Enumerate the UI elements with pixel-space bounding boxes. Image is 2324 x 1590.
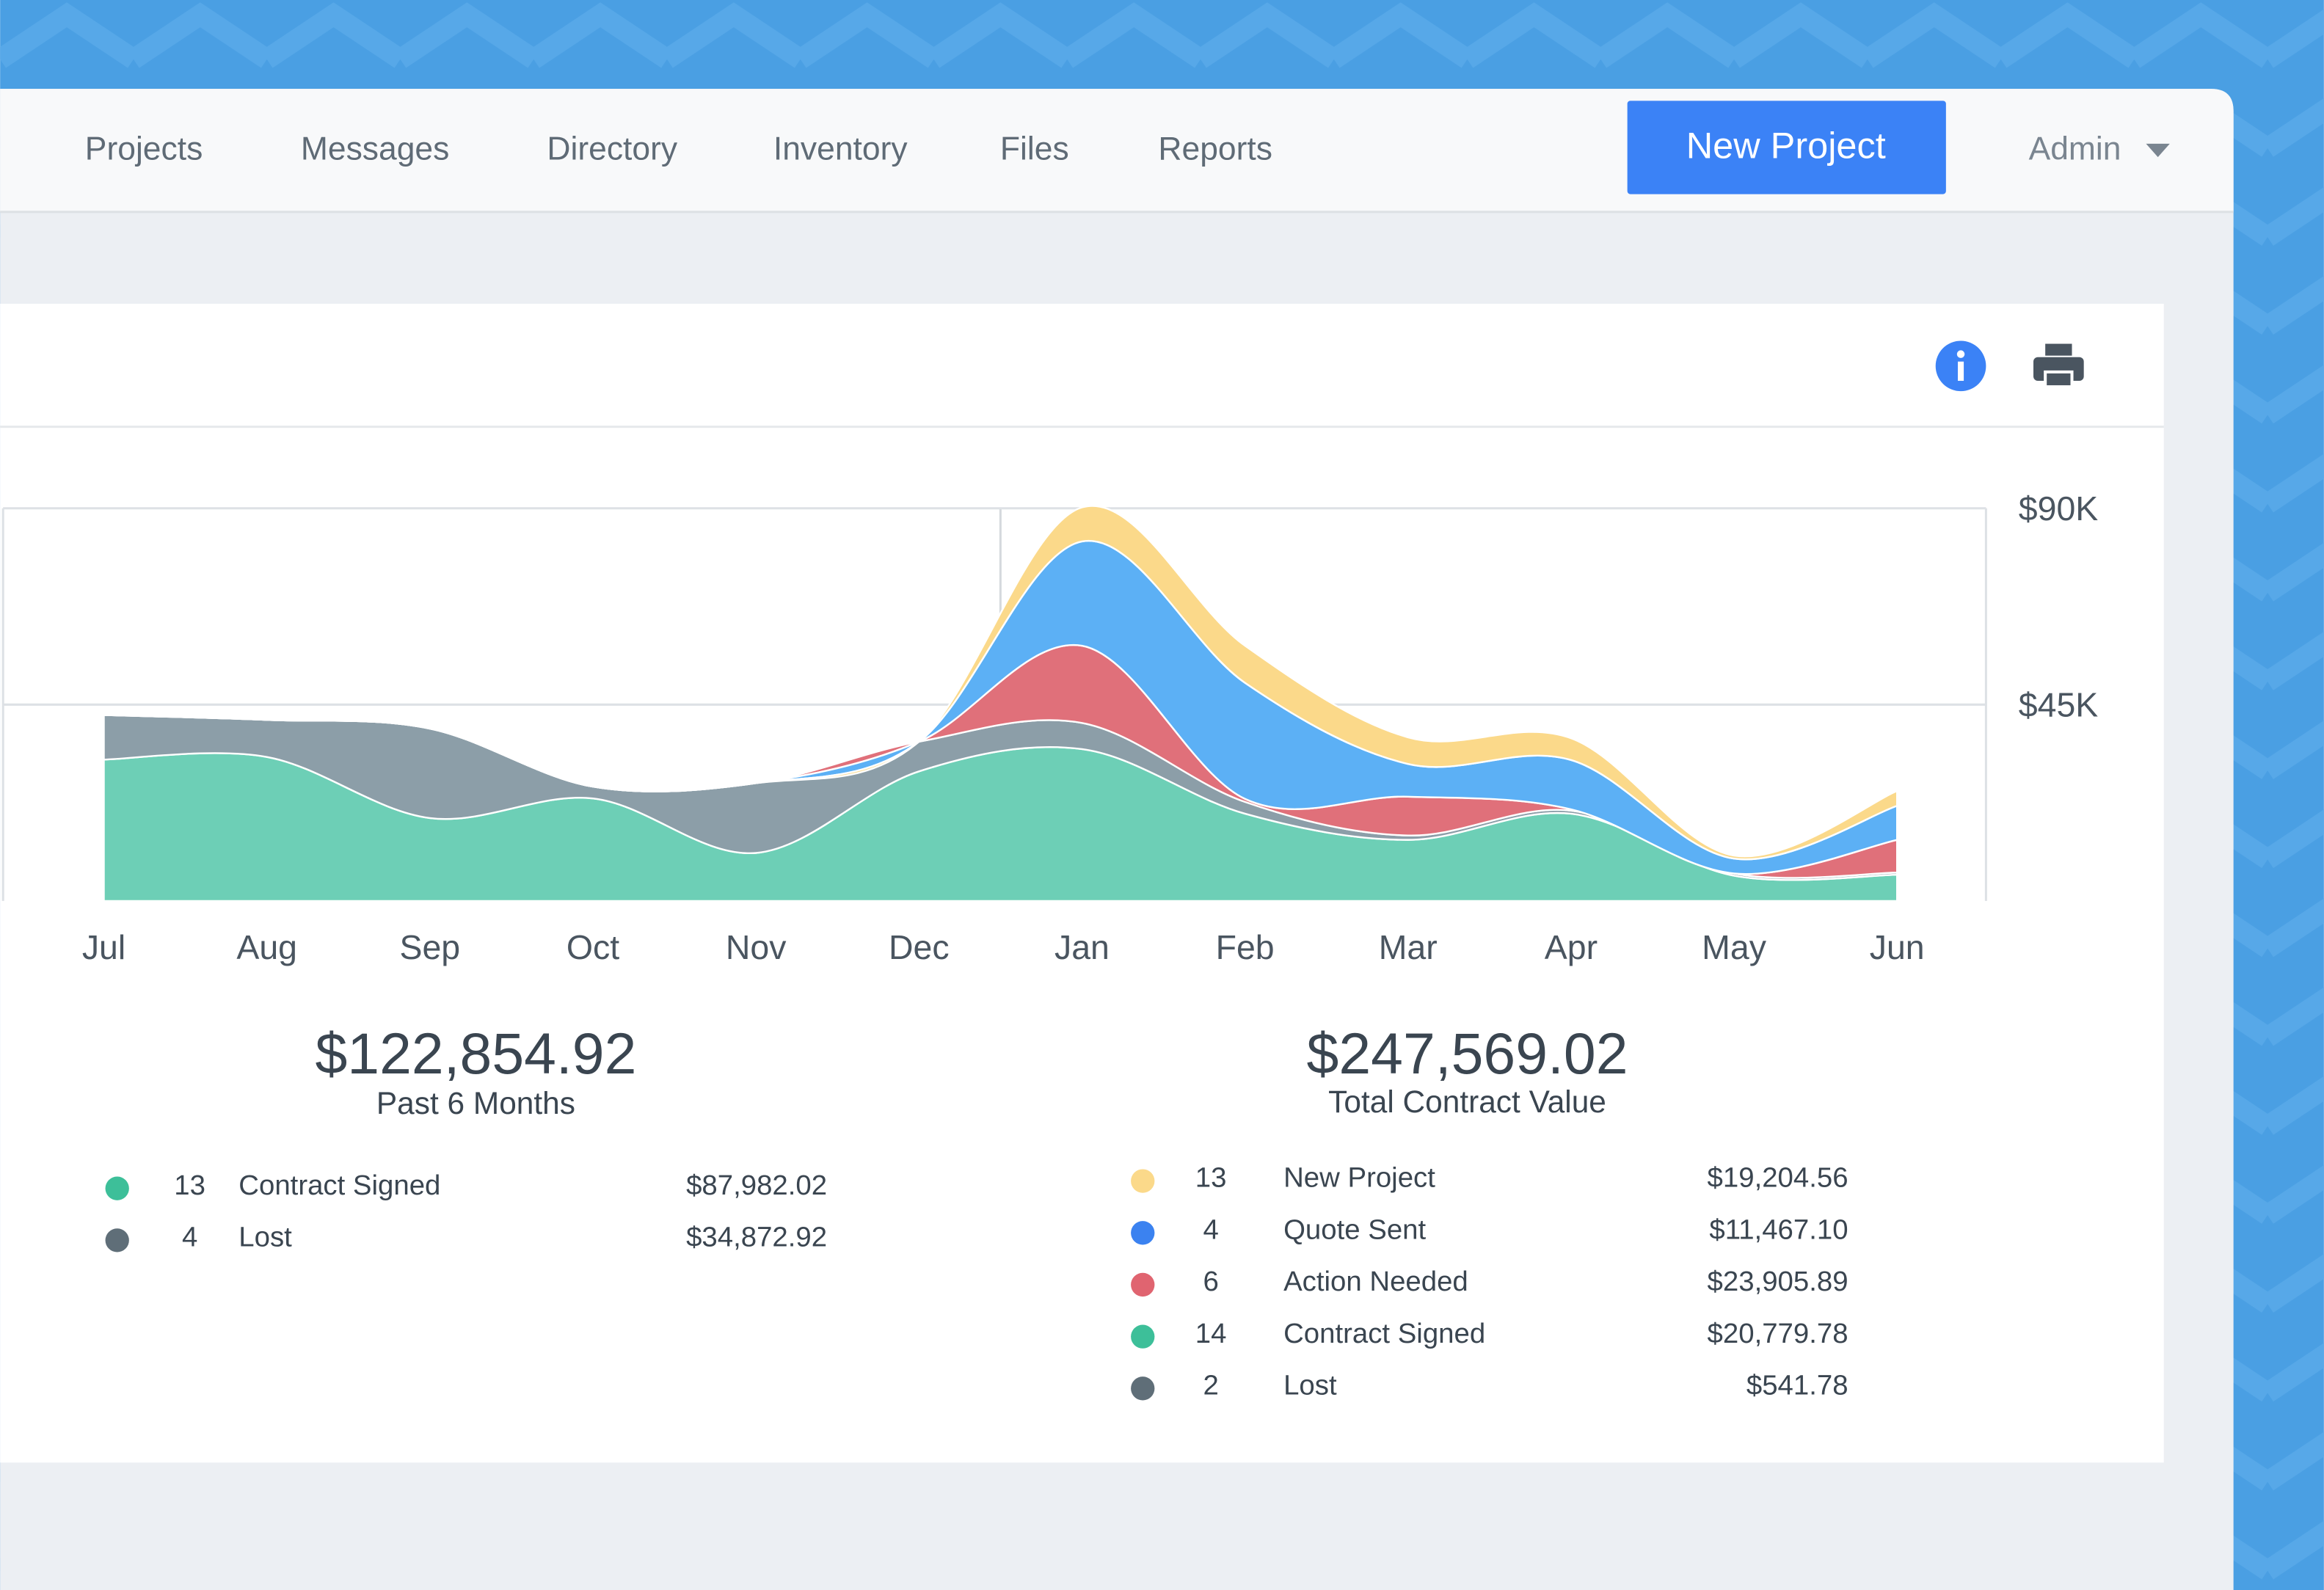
row-name: Contract Signed — [1283, 1318, 1485, 1349]
info-icon-dot — [1956, 350, 1965, 358]
summary-amount: $122,854.92 — [315, 1021, 636, 1086]
dropdown-caret[interactable] — [2146, 143, 2170, 158]
row-count: 4 — [182, 1222, 197, 1253]
chart: $45K $90K Jul Aug Sep Oct Nov Dec Jan Feb Mar Apr Ma… — [3, 489, 2098, 966]
nav-item[interactable]: Projects — [85, 131, 203, 167]
row-count: 13 — [1195, 1162, 1227, 1194]
row-count: 6 — [1203, 1266, 1218, 1297]
x-tick-label: Jan — [1054, 928, 1110, 966]
legend-dot — [1131, 1324, 1155, 1349]
x-tick-label: Dec — [889, 928, 950, 966]
nav-menu: Projects Messages Directory Inventory Files R… — [85, 131, 1272, 167]
print-icon-paper — [2044, 370, 2074, 389]
x-tick-label: Nov — [726, 928, 787, 966]
legend-dot — [105, 1176, 129, 1200]
print-icon-top — [2045, 343, 2072, 356]
button-label[interactable]: New Project — [1686, 124, 1886, 166]
row-amount: $11,467.10 — [1709, 1214, 1848, 1245]
x-tick-label: Feb — [1216, 928, 1275, 966]
y-tick-label: $45K — [2019, 686, 2098, 724]
info-icon-bar — [1958, 361, 1964, 382]
nav-item[interactable]: Inventory — [773, 131, 908, 167]
area — [103, 505, 1898, 861]
x-tick-label: Apr — [1545, 928, 1598, 966]
legend-dot — [1131, 1272, 1155, 1297]
summary-amount: $247,569.02 — [1307, 1021, 1628, 1086]
x-tick-label: Oct — [567, 928, 619, 966]
nav-item[interactable]: Files — [1000, 131, 1069, 167]
row-name: Action Needed — [1283, 1266, 1468, 1297]
row-count: 13 — [174, 1170, 205, 1201]
row-amount: $34,872.92 — [686, 1222, 827, 1253]
nav-item[interactable]: Directory — [547, 131, 677, 167]
row-name: New Project — [1283, 1162, 1435, 1194]
row-name: Quote Sent — [1283, 1214, 1426, 1245]
row-amount: $20,779.78 — [1708, 1318, 1848, 1349]
summary-label: Total Contract Value — [1328, 1084, 1606, 1119]
x-tick-label: Mar — [1379, 928, 1438, 966]
row-amount: $541.78 — [1746, 1369, 1848, 1401]
nav-item[interactable]: Messages — [301, 131, 449, 167]
x-tick-label: May — [1702, 928, 1767, 966]
legend-dot — [1131, 1376, 1155, 1401]
row-amount: $23,905.89 — [1708, 1266, 1848, 1297]
row-name: Contract Signed — [238, 1170, 440, 1201]
legend-dot — [1131, 1169, 1155, 1193]
new-project-button[interactable] — [1627, 101, 1946, 194]
legend-dot — [1131, 1221, 1155, 1245]
row-count: 4 — [1203, 1214, 1218, 1245]
x-tick-label: Jul — [82, 928, 125, 966]
row-amount: $19,204.56 — [1708, 1162, 1848, 1194]
row-amount: $87,982.02 — [686, 1170, 827, 1201]
row-name: Lost — [1283, 1369, 1337, 1401]
row-name: Lost — [238, 1222, 292, 1253]
y-tick-label: $90K — [2019, 489, 2098, 528]
summary-label: Past 6 Months — [376, 1086, 575, 1120]
x-tick-label: Jun — [1870, 928, 1925, 966]
legend-dot — [105, 1228, 129, 1252]
row-count: 2 — [1203, 1369, 1218, 1401]
x-tick-label: Aug — [236, 928, 297, 966]
x-tick-label: Sep — [400, 928, 461, 966]
nav-item[interactable]: Reports — [1158, 131, 1272, 167]
user-menu[interactable]: Admin — [2029, 131, 2121, 167]
row-count: 14 — [1195, 1318, 1227, 1349]
print-icon[interactable] — [2033, 343, 2084, 389]
